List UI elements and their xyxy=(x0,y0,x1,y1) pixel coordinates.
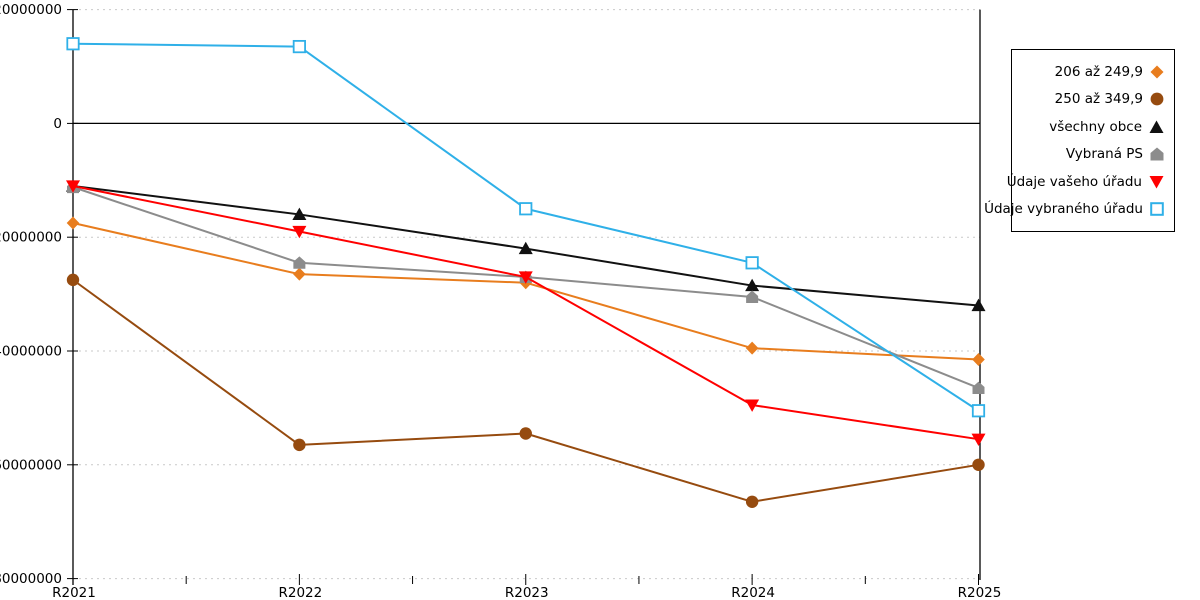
y-axis-label: -80000000 xyxy=(0,571,62,587)
legend-label: Vybraná PS xyxy=(1065,146,1143,163)
circle-legend-icon xyxy=(1150,92,1164,106)
square-open-legend-icon xyxy=(1150,202,1164,217)
legend-item: všechny obce xyxy=(1016,119,1164,135)
circle-marker xyxy=(66,273,80,287)
legend-item: Údaje vašeho úřadu xyxy=(1007,174,1164,190)
x-axis-label: R2022 xyxy=(279,585,323,600)
triangle-down-legend-icon xyxy=(1149,175,1164,189)
open-square-marker xyxy=(971,404,986,418)
triangle-up-marker xyxy=(292,207,307,221)
triangle-up-marker xyxy=(971,298,986,312)
x-axis-label: R2025 xyxy=(958,585,1002,600)
y-axis-label: 0 xyxy=(53,116,62,132)
pentagon-marker xyxy=(293,256,306,269)
series-line xyxy=(72,42,980,412)
circle-marker xyxy=(293,438,306,452)
diamond-marker xyxy=(745,341,759,355)
pentagon-marker xyxy=(746,290,759,303)
y-axis-label: -40000000 xyxy=(0,344,62,360)
series-line xyxy=(72,185,979,441)
circle-marker xyxy=(745,495,759,508)
x-axis-label: R2021 xyxy=(52,585,96,600)
diamond-legend-icon xyxy=(1150,65,1164,79)
open-square-marker xyxy=(292,39,306,54)
legend: 206 až 249,9 250 až 349,9 všechny obce Vybr… xyxy=(984,49,1175,232)
open-square-marker xyxy=(745,256,759,270)
triangle-down-marker xyxy=(971,433,986,446)
x-axis-label: R2024 xyxy=(731,585,775,600)
legend-label: Údaje vybraného úřadu xyxy=(984,201,1143,218)
triangle-up-marker xyxy=(745,278,760,292)
triangle-down-marker xyxy=(66,180,80,193)
open-square-marker xyxy=(519,202,533,216)
diamond-marker xyxy=(66,216,80,230)
x-axis-label: R2023 xyxy=(505,585,549,600)
y-axis-label: -60000000 xyxy=(0,457,62,473)
y-axis-label: -20000000 xyxy=(0,230,62,246)
legend-label: 250 až 349,9 xyxy=(1054,91,1143,108)
diamond-marker xyxy=(972,353,985,367)
legend-item: 206 až 249,9 xyxy=(1016,64,1164,80)
pentagon-marker xyxy=(972,381,985,394)
legend-item: Údaje vybraného úřadu xyxy=(984,201,1164,217)
diamond-marker xyxy=(293,267,306,281)
pentagon-legend-icon xyxy=(1150,147,1164,161)
legend-label: všechny obce xyxy=(1049,118,1142,135)
triangle-down-marker xyxy=(292,225,307,239)
triangle-up-marker xyxy=(518,241,533,255)
legend-label: Údaje vašeho úřadu xyxy=(1006,173,1142,190)
circle-marker xyxy=(519,427,532,440)
circle-marker xyxy=(972,458,985,471)
triangle-up-legend-icon xyxy=(1149,120,1164,134)
y-axis-label: 20000000 xyxy=(0,2,62,18)
open-square-marker xyxy=(66,37,80,51)
legend-item: Vybraná PS xyxy=(1016,146,1164,162)
triangle-down-marker xyxy=(518,271,533,284)
triangle-down-marker xyxy=(745,399,760,412)
legend-label: 206 až 249,9 xyxy=(1054,63,1143,80)
series-line xyxy=(72,279,979,503)
legend-item: 250 až 349,9 xyxy=(1016,91,1164,107)
